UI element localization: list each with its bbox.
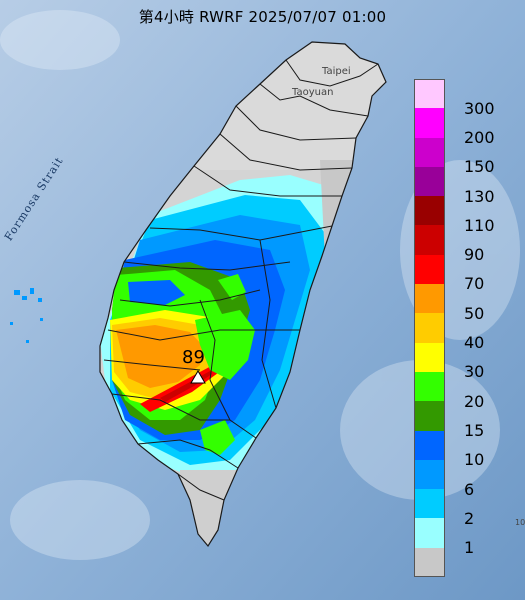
legend-swatch — [414, 459, 445, 490]
legend-label: 30 — [464, 362, 485, 382]
legend-swatch — [414, 430, 445, 460]
legend-label: 50 — [464, 303, 485, 323]
color-legend — [414, 79, 447, 578]
legend-label: 20 — [464, 391, 485, 411]
legend-label: 300 — [464, 98, 495, 118]
legend-swatch — [414, 225, 445, 255]
offshore-rain-specks — [10, 288, 43, 343]
legend-label: 15 — [464, 420, 485, 440]
legend-swatch — [414, 401, 445, 431]
legend-label: 40 — [464, 333, 485, 353]
legend-label: 90 — [464, 245, 485, 265]
legend-label-empty — [464, 562, 495, 591]
edge-tick-label: 10 — [515, 518, 525, 527]
legend-label: 6 — [464, 479, 475, 499]
legend-swatch — [414, 254, 445, 285]
legend-swatch — [414, 342, 445, 372]
legend-label: 10 — [464, 450, 485, 470]
legend-label: 1 — [464, 538, 475, 558]
legend-swatch — [414, 489, 445, 519]
legend-label: 70 — [464, 274, 485, 294]
legend-swatch — [414, 196, 445, 226]
legend-label: 130 — [464, 186, 495, 206]
taoyuan-label: Taoyuan — [292, 87, 334, 98]
legend-swatch — [414, 313, 445, 343]
legend-swatch — [414, 166, 445, 197]
legend-labels: 300 200 150 130 110 90 70 50 40 30 20 15 10 6 2 1 — [464, 94, 495, 592]
map-title: 第4小時 RWRF 2025/07/07 01:00 — [138, 8, 387, 26]
peak-value-label: 89 — [182, 347, 205, 368]
county-borders — [99, 41, 387, 548]
legend-swatch — [414, 518, 445, 548]
legend-swatch — [414, 547, 445, 578]
peak-station-marker — [190, 370, 206, 384]
legend-swatch — [414, 108, 445, 138]
legend-swatch — [414, 284, 445, 314]
legend-label: 150 — [464, 157, 495, 177]
legend-swatch — [414, 79, 445, 109]
legend-label: 2 — [464, 508, 475, 528]
legend-swatch — [414, 137, 445, 167]
legend-swatch — [414, 371, 445, 402]
legend-label: 110 — [464, 215, 495, 235]
legend-label: 200 — [464, 127, 495, 147]
taipei-label: Taipei — [322, 66, 351, 77]
